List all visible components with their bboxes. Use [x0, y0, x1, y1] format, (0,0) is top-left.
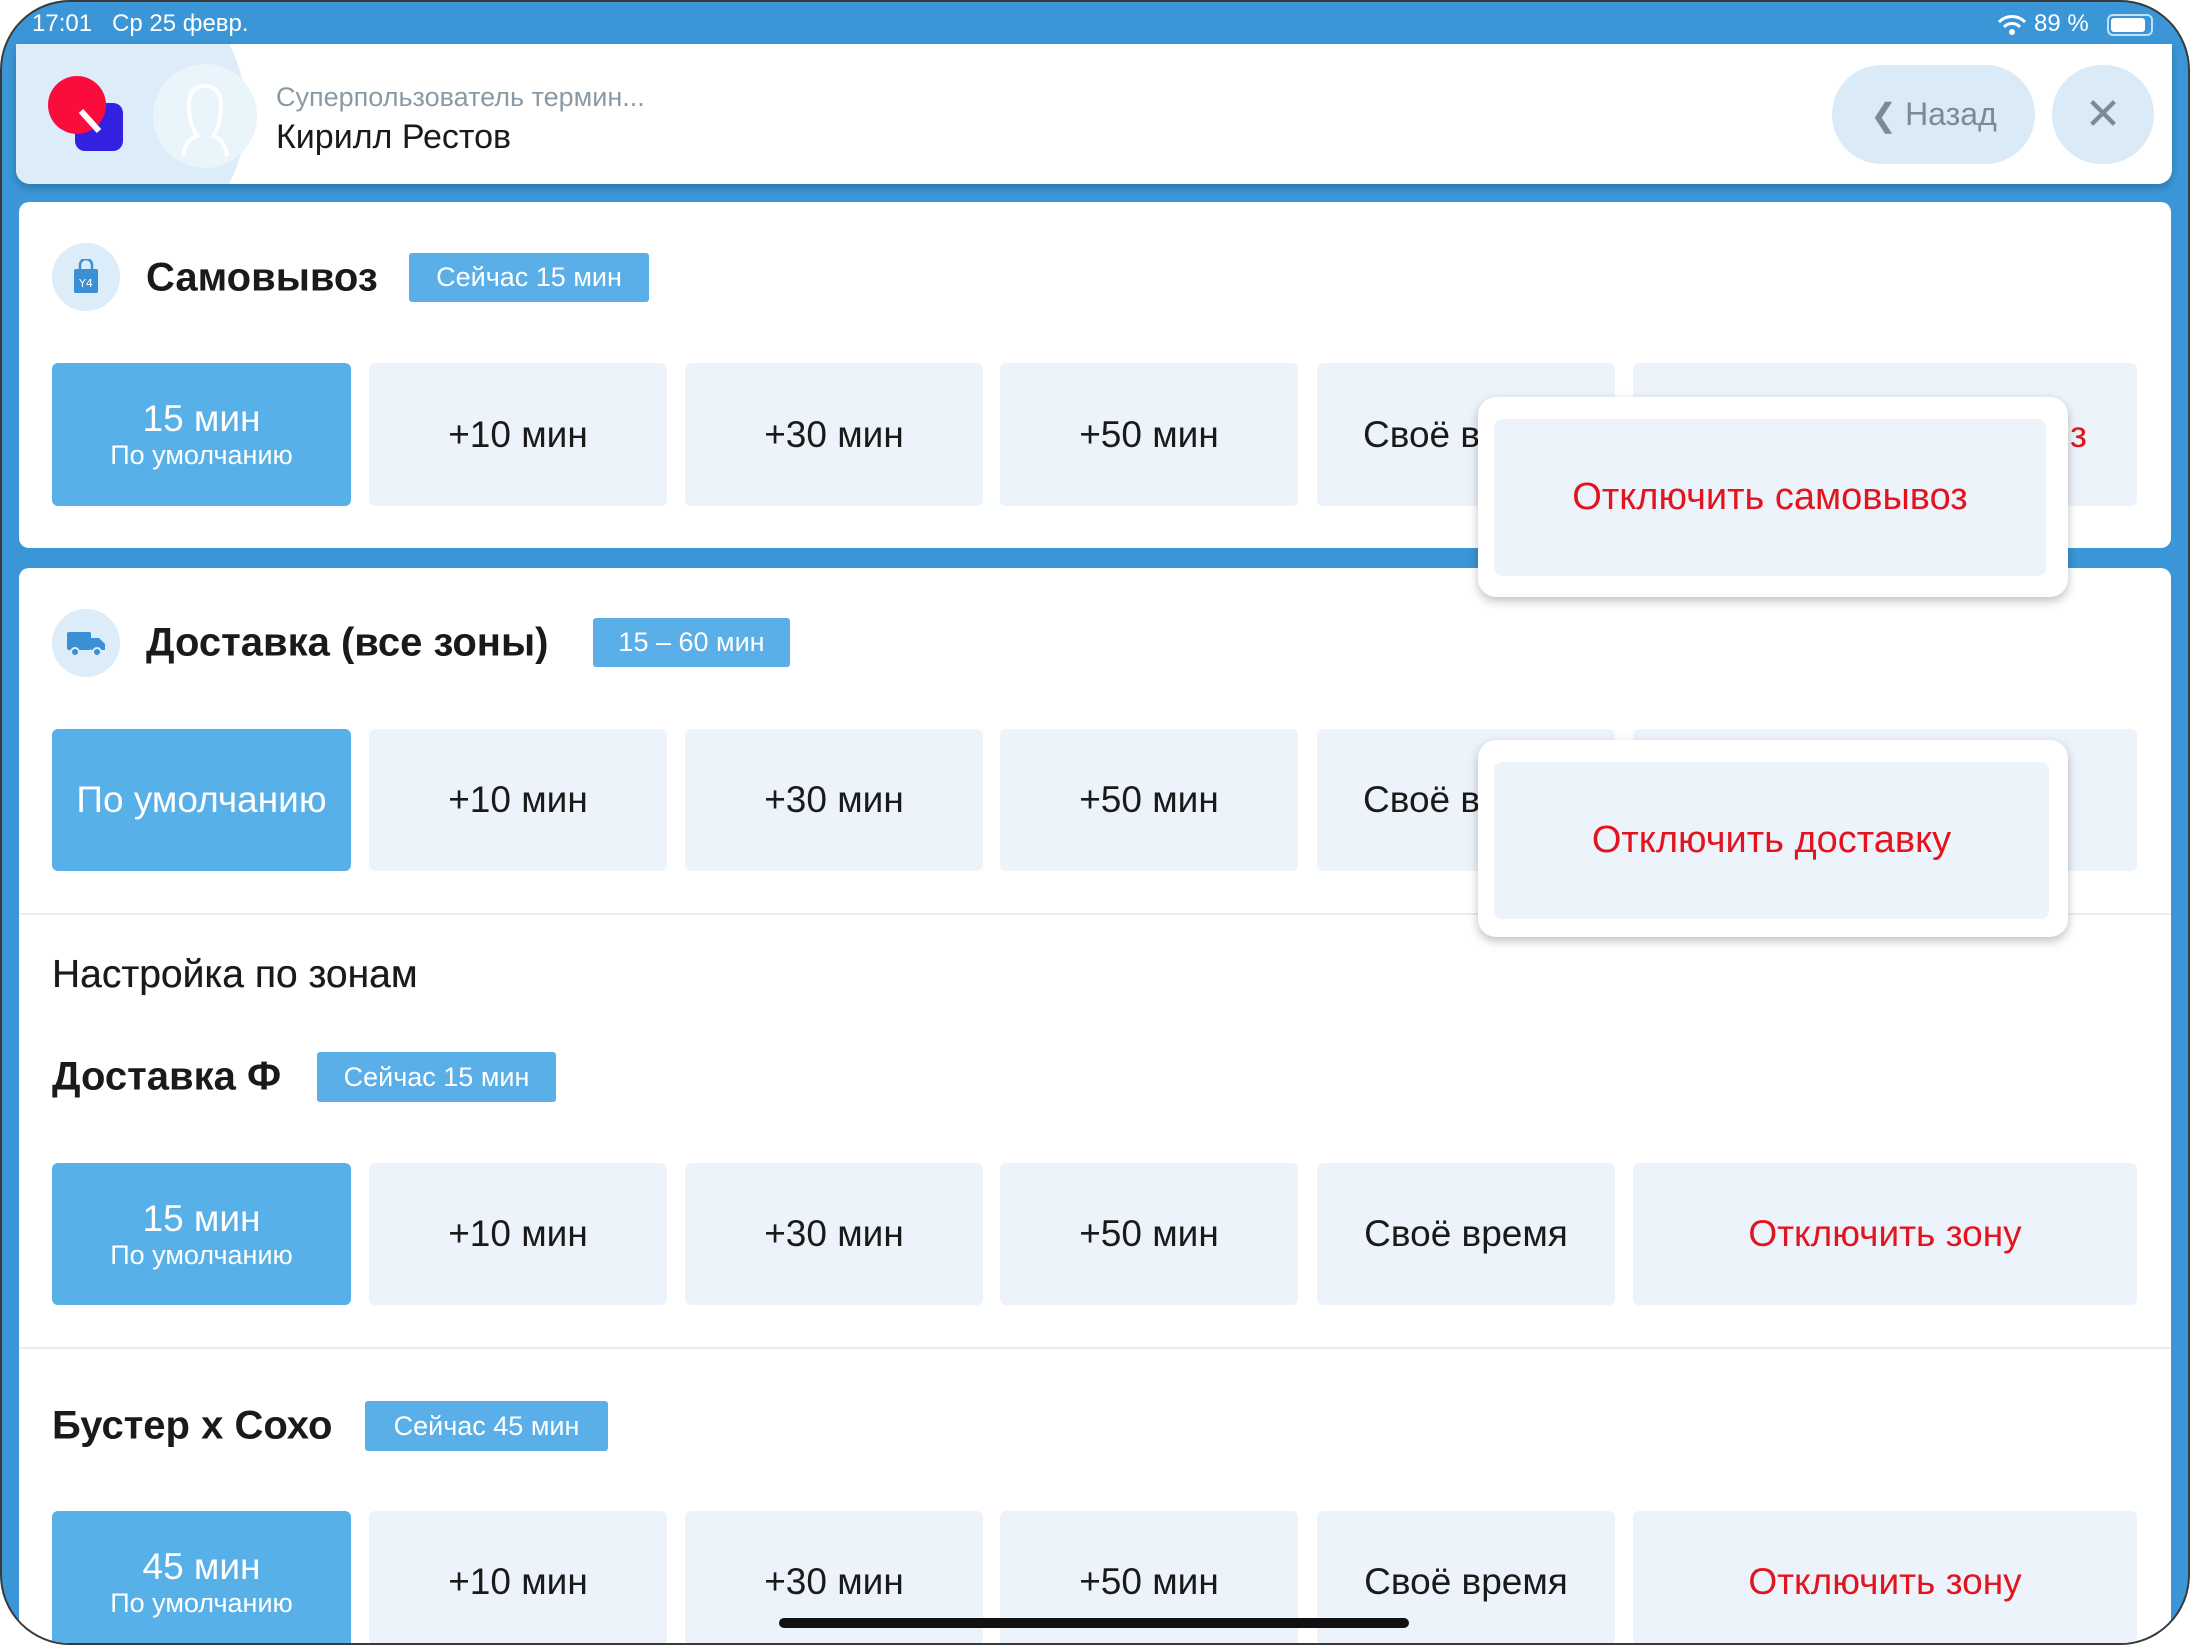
button-sublabel: По умолчанию [110, 1239, 293, 1270]
zone-custom-time-button[interactable]: Своё время [1317, 1163, 1615, 1305]
battery-icon [2107, 14, 2153, 36]
zone-default-button[interactable]: 15 мин По умолчанию [52, 1163, 351, 1305]
user-name: Кирилл Рестов [276, 118, 512, 156]
battery-percent: 89 % [2034, 10, 2089, 37]
disable-pickup-button[interactable]: Отключить самовывоз [1494, 419, 2046, 576]
delivery-plus30-button[interactable]: +30 мин [685, 729, 983, 871]
shopping-bag-icon: Y4 [52, 243, 120, 311]
pickup-default-button[interactable]: 15 мин По умолчанию [52, 363, 351, 506]
zone-plus10-button[interactable]: +10 мин [369, 1163, 667, 1305]
zone-badge: Сейчас 45 мин [365, 1401, 608, 1451]
status-date: Ср 25 февр. [112, 10, 249, 37]
button-label: 15 мин [142, 398, 261, 439]
zone-default-button[interactable]: 45 мин По умолчанию [52, 1511, 351, 1643]
pickup-title: Самовывоз [146, 255, 378, 300]
pickup-plus30-button[interactable]: +30 мин [685, 363, 983, 506]
delivery-popover: Отключить доставку [1478, 740, 2068, 937]
zone-badge: Сейчас 15 мин [317, 1052, 556, 1102]
button-sublabel: По умолчанию [110, 440, 293, 470]
zone-plus50-button[interactable]: +50 мин [1000, 1163, 1298, 1305]
pickup-badge: Сейчас 15 мин [409, 253, 649, 302]
home-indicator[interactable] [779, 1618, 1409, 1628]
delivery-default-button[interactable]: По умолчанию [52, 729, 351, 871]
delivery-truck-icon [52, 609, 120, 677]
svg-text:Y4: Y4 [78, 277, 93, 290]
delivery-plus10-button[interactable]: +10 мин [369, 729, 667, 871]
zone-plus30-button[interactable]: +30 мин [685, 1163, 983, 1305]
button-sublabel: По умолчанию [110, 1587, 293, 1618]
zone-disable-button[interactable]: Отключить зону [1633, 1163, 2137, 1305]
close-button[interactable]: ✕ [2052, 65, 2154, 164]
app-logo [47, 75, 127, 155]
zone-title: Доставка Ф [52, 1054, 282, 1099]
close-icon: ✕ [2084, 90, 2122, 139]
divider [19, 913, 2171, 915]
divider [19, 1347, 2171, 1349]
disable-delivery-button[interactable]: Отключить доставку [1494, 762, 2049, 919]
button-label: 15 мин [142, 1197, 261, 1239]
wifi-icon [1997, 14, 2027, 36]
back-button[interactable]: ❮ Назад [1832, 65, 2035, 164]
pickup-plus10-button[interactable]: +10 мин [369, 363, 667, 506]
avatar[interactable] [153, 64, 257, 168]
header-bar: Суперпользователь термин... Кирилл Ресто… [16, 44, 2172, 184]
button-label: 45 мин [142, 1545, 261, 1587]
delivery-plus50-button[interactable]: +50 мин [1000, 729, 1298, 871]
zone-plus10-button[interactable]: +10 мин [369, 1511, 667, 1643]
chevron-left-icon: ❮ [1870, 96, 1898, 133]
zones-heading: Настройка по зонам [52, 953, 418, 996]
zone-disable-button[interactable]: Отключить зону [1633, 1511, 2137, 1643]
zone-title: Бустер х Сохо [52, 1403, 333, 1448]
status-time: 17:01 [32, 10, 93, 37]
pickup-popover: Отключить самовывоз [1478, 397, 2068, 597]
back-label: Назад [1905, 96, 1997, 132]
delivery-title: Доставка (все зоны) [146, 620, 549, 665]
delivery-badge: 15 – 60 мин [593, 618, 790, 667]
pickup-plus50-button[interactable]: +50 мин [1000, 363, 1298, 506]
user-role: Суперпользователь термин... [276, 82, 645, 112]
